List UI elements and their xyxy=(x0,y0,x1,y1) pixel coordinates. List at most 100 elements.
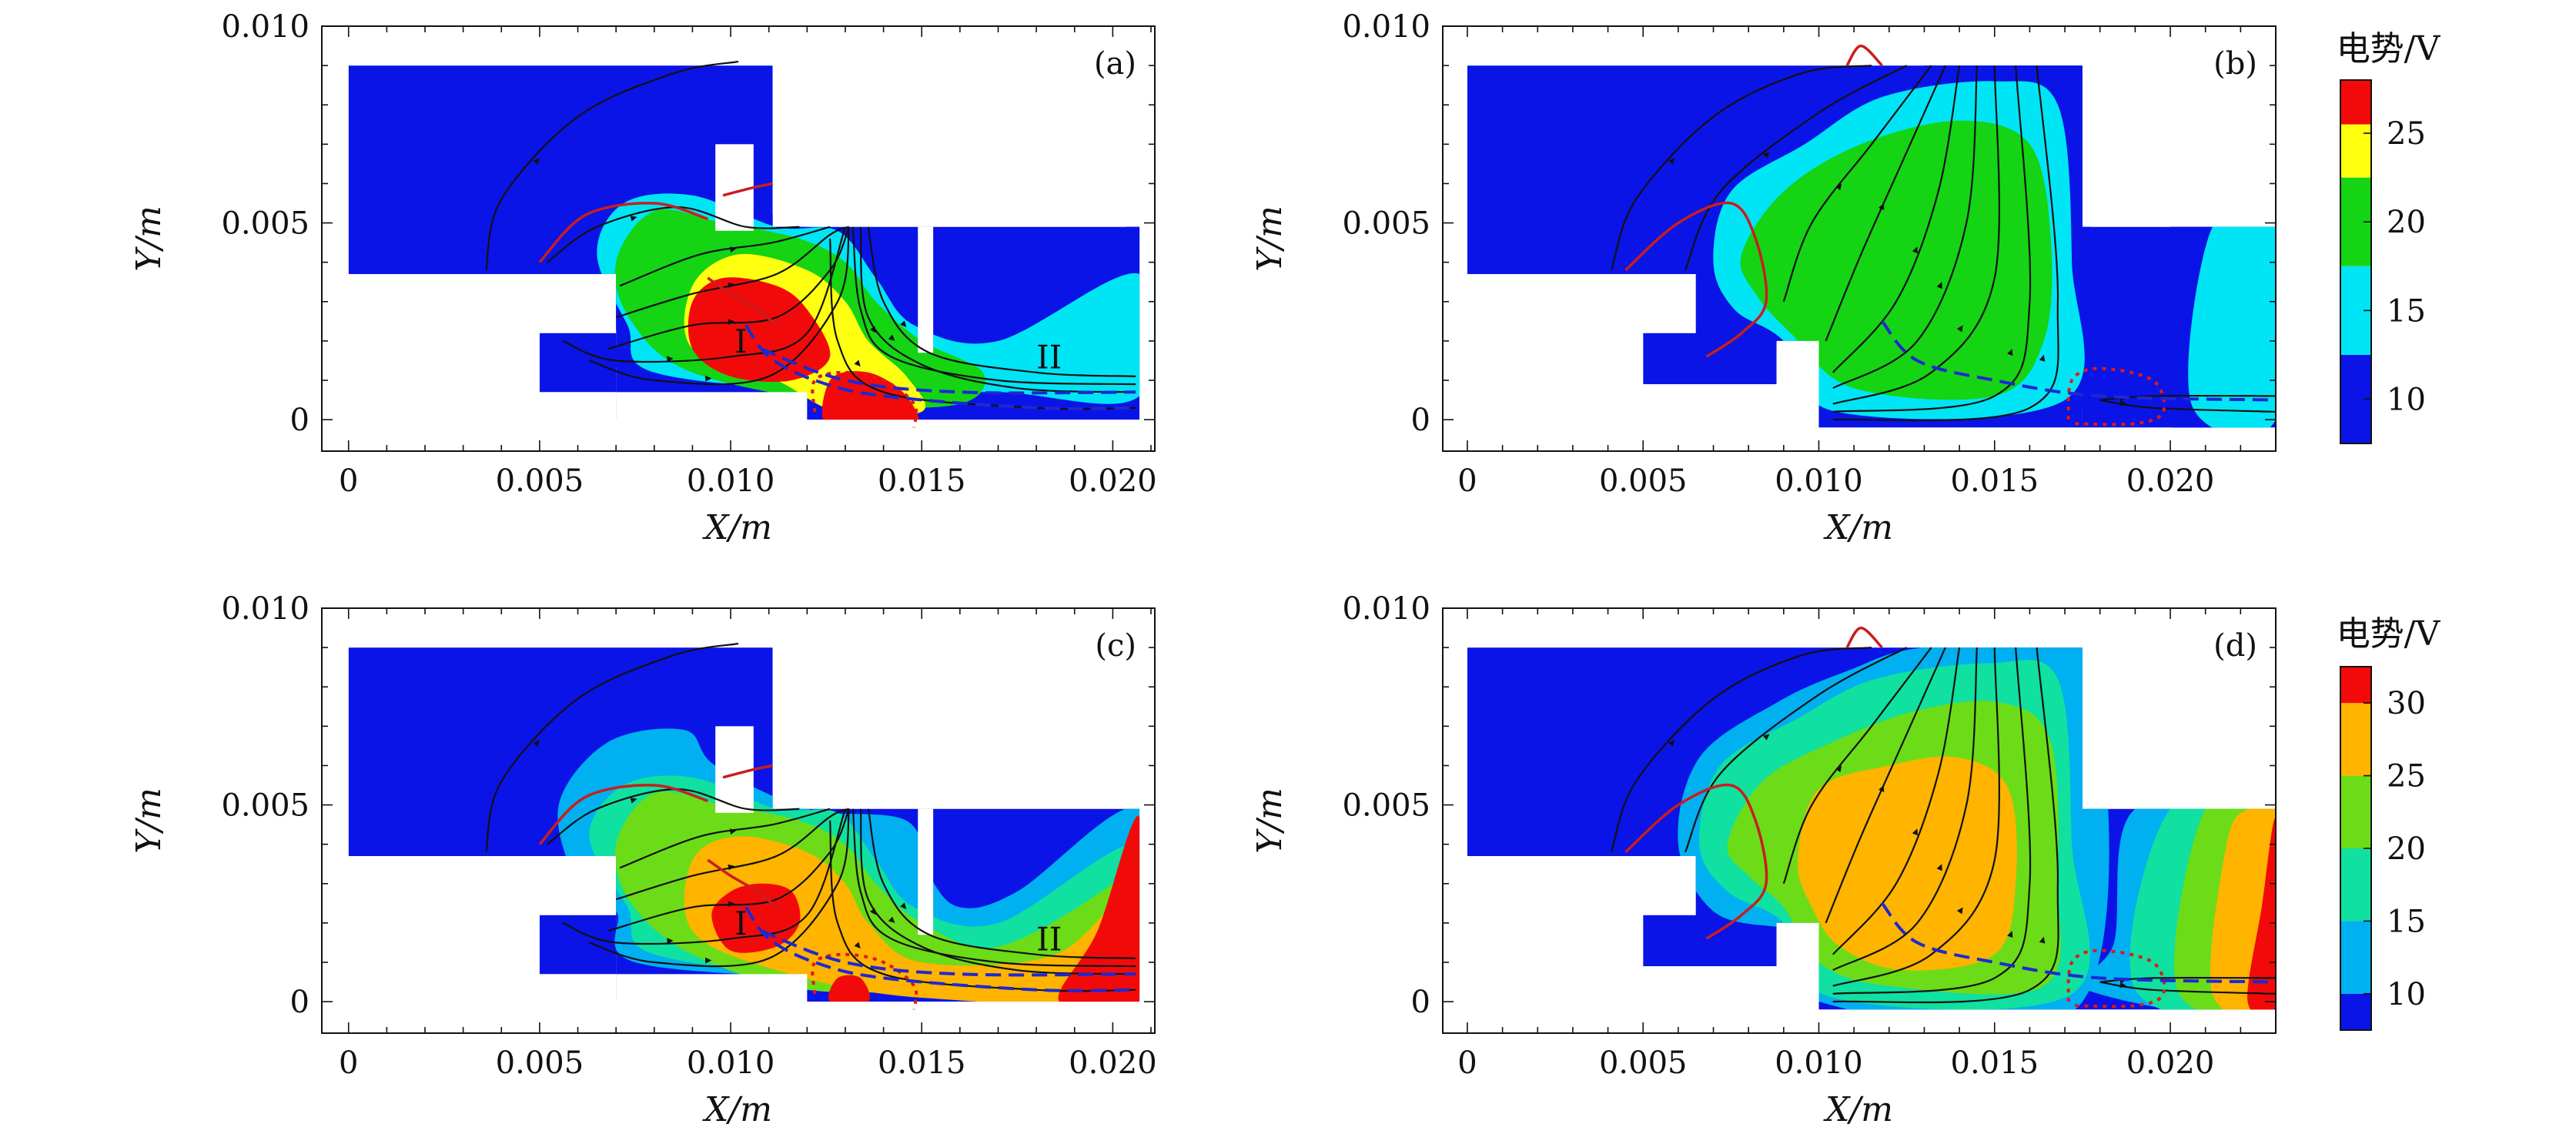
streamline xyxy=(2099,399,2276,413)
colorbar-tick-label: 15 xyxy=(2387,904,2426,939)
y-tick-label: 0.010 xyxy=(1342,591,1430,627)
potential-region xyxy=(687,277,831,383)
colorbar-band xyxy=(2340,703,2371,776)
domain-b xyxy=(1467,65,2276,428)
streamline-arrow xyxy=(888,916,895,923)
x-axis-title: X/m xyxy=(702,508,772,547)
streamline-arrow xyxy=(533,158,540,165)
streamline-arrow xyxy=(1912,828,1919,836)
streamline xyxy=(1782,647,1932,885)
streamline-arrow xyxy=(2039,936,2046,944)
channel_gap-hole xyxy=(1776,922,1819,1033)
slot-hole xyxy=(918,226,934,353)
streamline xyxy=(1684,65,1908,271)
slot-hole xyxy=(918,808,934,935)
notch-hole xyxy=(715,144,754,231)
potential-region xyxy=(1058,815,1140,1002)
x-tick-label: 0.010 xyxy=(687,463,775,499)
streamline xyxy=(485,60,739,271)
streamline xyxy=(1832,65,1961,373)
streamline-arrow xyxy=(533,740,540,747)
streamline-arrow xyxy=(1956,907,1963,915)
x-axis-title: X/m xyxy=(702,1090,772,1129)
red-boundary-curve xyxy=(538,784,708,845)
potential-region xyxy=(2247,818,2276,1010)
colorbar-band xyxy=(2340,775,2371,848)
streamline-arrow xyxy=(1835,183,1842,191)
x-tick-label: 0 xyxy=(1457,1045,1477,1081)
streamline-arrow xyxy=(900,902,907,909)
streamline-arrow xyxy=(1912,246,1919,254)
panel-label: (b) xyxy=(2213,46,2257,82)
axes-frame xyxy=(321,25,1156,452)
cutout-hole xyxy=(616,392,808,451)
x-tick-label: 0.005 xyxy=(1599,463,1688,499)
streamline-arrow xyxy=(728,282,735,289)
x-tick-label: 0.020 xyxy=(2126,1045,2215,1081)
domain-rect-left_strip xyxy=(539,915,617,975)
x-axis-title: X/m xyxy=(1823,1090,1893,1129)
colorbar-band xyxy=(2340,848,2371,922)
streamline-arrow xyxy=(1956,325,1963,333)
x-tick-label: 0.015 xyxy=(878,463,966,499)
streamline xyxy=(1832,65,2032,413)
streamline-arrow xyxy=(888,334,895,341)
y-tick-label: 0.005 xyxy=(221,206,309,242)
panel-c: I II0 0.005 0.010 0.015 0.02000.0050.010X/mY/… xyxy=(129,591,1157,1129)
x-tick-label: 0.015 xyxy=(1951,463,2039,499)
streamline-arrow xyxy=(854,942,861,949)
channel_gap-hole xyxy=(1776,340,1819,451)
red-dotted-curve xyxy=(811,370,918,428)
x-tick-label: 0.015 xyxy=(1951,1045,2039,1081)
x-tick-label: 0.010 xyxy=(1775,1045,1863,1081)
red-boundary-curve xyxy=(722,182,774,197)
streamline xyxy=(1684,647,1908,853)
red-boundary-curve xyxy=(538,202,708,263)
region-label: II xyxy=(1036,921,1062,958)
x-tick-label: 0.015 xyxy=(878,1045,966,1081)
axes-frame xyxy=(321,607,1156,1034)
red-dotted-curve xyxy=(2066,948,2166,1009)
red-boundary-curve xyxy=(1624,201,1768,358)
x-tick-label: 0.005 xyxy=(496,1045,584,1081)
region-label: I xyxy=(734,905,748,942)
streamline-arrow xyxy=(1762,152,1770,159)
streamline xyxy=(2099,394,2276,401)
notch-hole xyxy=(715,726,754,813)
panel-a: I II0 0.005 0.010 0.015 0.02000.0050.010X/mY/… xyxy=(129,9,1157,547)
potential-region xyxy=(2188,203,2276,428)
domain-c xyxy=(348,647,1140,1002)
y-tick-label: 0 xyxy=(290,403,309,438)
streamline-arrow xyxy=(729,828,737,835)
streamline xyxy=(1832,647,2032,995)
colorbar-tick-label: 20 xyxy=(2387,831,2426,867)
streamline xyxy=(1611,647,1872,853)
colorbar-tick-label: 15 xyxy=(2387,293,2426,329)
blue-dashed-curve xyxy=(761,347,1136,395)
streamline xyxy=(867,226,1136,377)
streamline xyxy=(615,808,850,901)
colorbar-title: 电势/V xyxy=(2337,614,2441,654)
streamline xyxy=(1832,65,1978,390)
streamline-arrow xyxy=(900,320,907,327)
axes-frame xyxy=(1442,607,2277,1034)
streamline xyxy=(615,226,850,319)
streamline xyxy=(1832,65,2000,405)
x-tick-label: 0.020 xyxy=(1069,463,1157,499)
red-boundary-curve xyxy=(707,858,778,908)
streamline-arrow xyxy=(2007,931,2013,938)
y-axis-title: Y/m xyxy=(1250,206,1290,272)
streamline-arrow xyxy=(1936,864,1942,871)
streamline xyxy=(1825,647,1946,924)
streamline-arrow xyxy=(630,798,637,804)
blue-dashed-curve xyxy=(1881,319,2276,402)
region-label: I xyxy=(734,323,748,360)
x-tick-label: 0.005 xyxy=(496,463,584,499)
red-dotted-curve xyxy=(2066,366,2166,426)
axes-frame xyxy=(1442,25,2277,452)
plot-area-c: I II xyxy=(348,642,1140,1033)
streamline-arrow xyxy=(1668,158,1675,165)
colorbar-cbar_bottom: 10 15 20 25 30 电势/V xyxy=(2337,614,2441,1031)
x-tick-label: 0.010 xyxy=(1775,463,1863,499)
